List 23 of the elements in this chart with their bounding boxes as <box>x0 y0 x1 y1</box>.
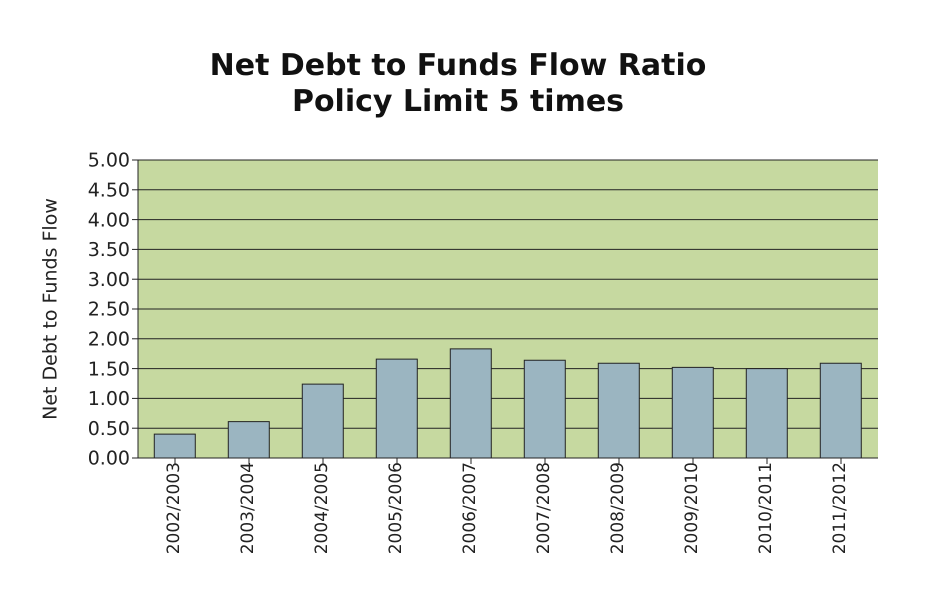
x-tick-label: 2002/2003 <box>164 462 184 554</box>
x-tick-label: 2010/2011 <box>756 462 776 554</box>
x-tick-label: 2005/2006 <box>386 462 406 554</box>
y-tick-label: 0.00 <box>88 448 130 470</box>
y-tick-label: 1.50 <box>88 358 130 380</box>
y-tick-label: 4.50 <box>88 180 130 202</box>
y-tick-label: 2.00 <box>88 328 130 351</box>
y-tick-label: 3.50 <box>88 239 130 262</box>
x-tick-label: 2004/2005 <box>312 462 332 554</box>
y-tick-label: 1.00 <box>88 388 130 410</box>
chart-title: Net Debt to Funds Flow Ratio Policy Limit 5 times <box>208 48 708 120</box>
y-tick-label: 2.50 <box>88 298 130 321</box>
x-tick-label: 2007/2008 <box>534 462 554 554</box>
y-tick-label: 5.00 <box>88 150 130 172</box>
y-tick-label: 3.00 <box>88 268 130 291</box>
x-tick-label: 2008/2009 <box>608 462 628 554</box>
y-tick-label: 0.50 <box>88 418 130 440</box>
x-tick-label: 2011/2012 <box>830 462 850 554</box>
x-tick-label: 2009/2010 <box>682 462 702 554</box>
x-tick-label: 2006/2007 <box>460 462 480 554</box>
x-tick-label: 2003/2004 <box>238 462 258 554</box>
y-tick-label: 4.00 <box>88 209 130 232</box>
y-axis-title: Net Debt to Funds Flow <box>40 198 62 420</box>
